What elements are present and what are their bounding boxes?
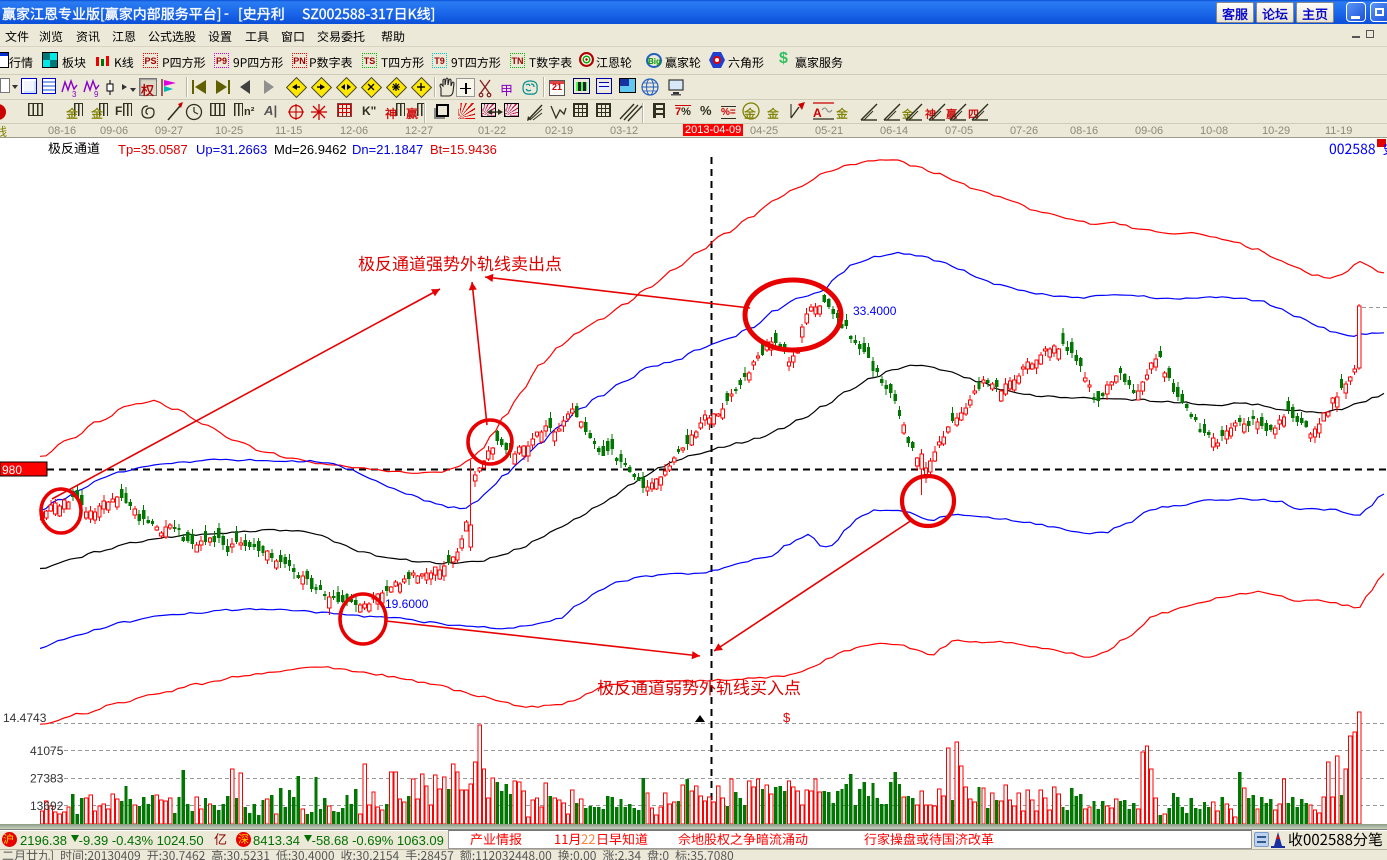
svg-text:Up=31.2663: Up=31.2663 [196, 142, 267, 157]
svg-text:$: $ [783, 710, 791, 725]
svg-text:33.4000: 33.4000 [853, 304, 897, 318]
svg-text:980: 980 [2, 463, 22, 477]
svg-text:Dn=21.1847: Dn=21.1847 [352, 142, 423, 157]
svg-text:Md=26.9462: Md=26.9462 [274, 142, 347, 157]
svg-text:Tp=35.0587: Tp=35.0587 [118, 142, 188, 157]
svg-text:13692: 13692 [30, 799, 64, 813]
svg-text:14.4743: 14.4743 [3, 711, 47, 725]
svg-text:41075: 41075 [30, 744, 64, 758]
svg-text:Bt=15.9436: Bt=15.9436 [430, 142, 497, 157]
svg-text:19.6000: 19.6000 [385, 597, 429, 611]
svg-text:27383: 27383 [30, 772, 64, 786]
